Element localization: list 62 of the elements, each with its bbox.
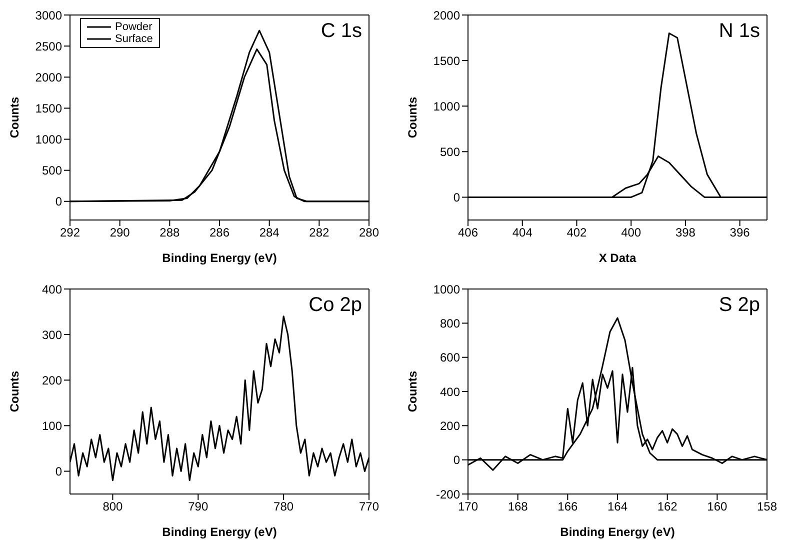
x-tick-label: 160 <box>707 500 728 514</box>
y-tick-label: 0 <box>55 464 62 478</box>
y-axis-title: Counts <box>405 96 420 138</box>
y-axis-title: Counts <box>7 96 22 138</box>
y-axis-title: Counts <box>405 370 420 412</box>
y-tick-label: 100 <box>42 418 62 433</box>
y-tick-label: 800 <box>440 316 460 330</box>
x-axis-title: Binding Energy (eV) <box>162 525 277 539</box>
x-tick-label: 396 <box>730 226 750 240</box>
x-tick-label: 780 <box>274 500 294 514</box>
x-tick-label: 400 <box>621 226 642 240</box>
x-tick-label: 800 <box>102 500 124 514</box>
x-tick-label: 404 <box>512 226 533 240</box>
y-tick-label: 2000 <box>35 70 62 84</box>
y-tick-label: 400 <box>42 282 62 296</box>
y-tick-label: 1000 <box>433 99 460 114</box>
y-tick-label: 500 <box>42 164 62 178</box>
x-tick-label: 284 <box>259 226 280 240</box>
x-tick-label: 398 <box>675 226 696 240</box>
x-tick-label: 290 <box>110 226 130 240</box>
y-tick-label: 0 <box>453 453 460 468</box>
y-tick-label: -200 <box>436 487 460 502</box>
y-tick-label: 0 <box>55 194 62 209</box>
x-tick-label: 168 <box>508 500 528 514</box>
y-tick-label: 1000 <box>35 132 62 146</box>
y-tick-label: 0 <box>453 190 460 204</box>
x-tick-label: 164 <box>607 500 628 514</box>
x-axis-title: Binding Energy (eV) <box>560 525 675 539</box>
legend-label: Powder <box>115 21 152 33</box>
x-tick-label: 162 <box>657 500 678 514</box>
chart-title: N 1s <box>718 20 760 43</box>
x-tick-label: 402 <box>566 226 588 240</box>
x-tick-label: 282 <box>309 226 330 240</box>
legend-label: Surface <box>115 33 153 45</box>
x-tick-label: 280 <box>358 226 380 240</box>
x-tick-label: 158 <box>756 500 778 514</box>
y-tick-label: 400 <box>440 384 460 399</box>
x-tick-label: 292 <box>60 226 80 240</box>
y-tick-label: 300 <box>42 328 62 342</box>
y-tick-label: 200 <box>440 418 460 433</box>
y-tick-label: 600 <box>440 350 460 365</box>
x-axis-title: Binding Energy (eV) <box>162 251 277 265</box>
x-tick-label: 170 <box>458 500 478 514</box>
y-tick-label: 1000 <box>433 282 460 296</box>
chart-title: Co 2p <box>308 294 362 317</box>
x-tick-label: 288 <box>160 226 180 240</box>
y-tick-label: 2500 <box>35 39 62 54</box>
x-tick-label: 406 <box>458 226 478 240</box>
y-tick-label: 3000 <box>35 8 62 22</box>
chart-title: S 2p <box>718 294 760 317</box>
x-tick-label: 166 <box>558 500 578 514</box>
y-tick-label: 500 <box>440 144 460 159</box>
y-tick-label: 2000 <box>433 8 460 22</box>
y-axis-title: Counts <box>7 370 22 412</box>
x-tick-label: 790 <box>188 500 208 514</box>
x-tick-label: 770 <box>358 500 380 514</box>
y-tick-label: 1500 <box>433 54 460 68</box>
y-tick-label: 1500 <box>35 101 62 116</box>
chart-title: C 1s <box>320 20 362 43</box>
x-tick-label: 286 <box>209 226 230 240</box>
x-axis-title: X Data <box>598 251 636 265</box>
y-tick-label: 200 <box>42 373 62 388</box>
